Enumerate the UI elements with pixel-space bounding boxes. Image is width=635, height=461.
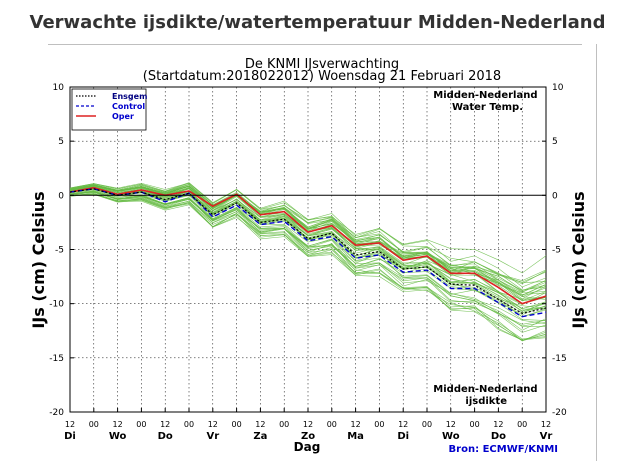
ensemble-member-line [69, 192, 547, 333]
x-tick-hour-label: 12 [65, 420, 75, 429]
legend-label-oper: Oper [112, 112, 134, 121]
x-tick-hour-label: 12 [446, 420, 456, 429]
legend-label-control: Control [112, 102, 145, 111]
y-tick-label-right: -20 [552, 408, 567, 418]
x-tick-hour-label: 00 [184, 420, 194, 429]
x-tick-day-label: Vr [206, 431, 219, 442]
y-tick-label-left: 5 [58, 137, 64, 147]
legend-label-ensgem: Ensgem [112, 92, 147, 101]
y-tick-label-left: -15 [49, 354, 64, 364]
annotation-ice-line2: ijsdikte [465, 396, 507, 407]
annotation-water-location: Midden-Nederland Water Temp. [433, 90, 541, 113]
x-tick-day-label: Di [64, 431, 76, 442]
x-tick-hour-label: 12 [351, 420, 361, 429]
ensemble-member-line [69, 190, 547, 331]
x-tick-day-label: Wo [109, 431, 127, 442]
x-tick-day-label: Zo [301, 431, 315, 442]
ensemble-member-line [69, 185, 547, 300]
y-tick-label-left: 0 [58, 191, 64, 201]
x-tick-hour-label: 00 [517, 420, 527, 429]
x-tick-hour-label: 00 [89, 420, 99, 429]
series-line-oper [69, 186, 547, 305]
x-tick-day-label: Ma [347, 431, 364, 442]
ensemble-member-line [69, 194, 547, 341]
series-line-ensgem [69, 188, 547, 315]
ensemble-member-line [69, 189, 547, 321]
x-tick-hour-label: 12 [255, 420, 265, 429]
x-tick-hour-label: 12 [493, 420, 503, 429]
y-tick-label-left: -5 [55, 246, 64, 256]
x-tick-hour-label: 00 [136, 420, 146, 429]
x-tick-hour-label: 12 [398, 420, 408, 429]
y-tick-label-left: -20 [49, 408, 64, 418]
page-edge-line [596, 44, 597, 461]
x-tick-hour-label: 00 [327, 420, 337, 429]
annotation-ice-line1: Midden-Nederland [433, 384, 537, 395]
y-tick-label-right: -10 [552, 300, 567, 310]
ensemble-member-line [69, 182, 547, 288]
x-tick-day-label: Do [158, 431, 173, 442]
x-tick-hour-label: 00 [232, 420, 242, 429]
x-tick-day-label: Di [397, 431, 409, 442]
x-tick-day-label: Wo [442, 431, 460, 442]
annotation-water-line2: Water Temp. [452, 102, 523, 113]
annotation-ice-location: Midden-Nederland ijsdikte [433, 384, 541, 407]
x-axis-label: Dag [294, 440, 321, 454]
x-tick-hour-label: 12 [113, 420, 123, 429]
ensemble-member-line [69, 184, 547, 295]
chart-title: De KNMI IJsverwachting [245, 57, 399, 72]
x-tick-day-label: Za [253, 431, 267, 442]
page-title: Verwachte ijsdikte/watertemperatuur Midd… [29, 12, 606, 33]
legend-box [71, 88, 147, 131]
ensemble-member-line [69, 193, 547, 341]
x-tick-hour-label: 00 [279, 420, 289, 429]
x-tick-hour-label: 00 [470, 420, 480, 429]
x-tick-hour-label: 00 [422, 420, 432, 429]
x-tick-day-label: Do [491, 431, 506, 442]
x-ticks: 12 00 12 00 12 00 12 00 12 00 12 00 12 00 12 00 12 00 12 00… [64, 408, 552, 442]
y-tick-label-right: 10 [552, 83, 564, 93]
title-underline [48, 44, 582, 45]
ensemble-member-line [69, 187, 547, 312]
y-axis-label-left: IJs (cm) Celsius [29, 191, 48, 328]
y-tick-label-right: -15 [552, 354, 567, 364]
ensemble-member-line [69, 184, 547, 291]
y-tick-label-right: -5 [552, 246, 561, 256]
ensemble-member-line [69, 191, 547, 283]
y-ticks: 10 10 5 5 0 0 -5 -5 -10 -10 -15 -15 -20 -20 [49, 83, 567, 418]
x-tick-day-label: Vr [540, 431, 553, 442]
x-tick-hour-label: 12 [541, 420, 551, 429]
y-tick-label-right: 0 [552, 191, 558, 201]
x-tick-hour-label: 12 [160, 420, 170, 429]
x-tick-hour-label: 12 [303, 420, 313, 429]
ensemble-member-line [69, 187, 547, 313]
ensemble-member-line [69, 182, 547, 283]
x-tick-hour-label: 00 [374, 420, 384, 429]
y-axis-label-right: IJs (cm) Celsius [569, 191, 588, 328]
chart-subtitle: (Startdatum:2018022012) Woensdag 21 Febr… [143, 69, 501, 84]
x-tick-hour-label: 12 [208, 420, 218, 429]
ensemble-member-line [69, 191, 547, 327]
ensemble-member-line [69, 184, 547, 291]
annotation-water-line1: Midden-Nederland [433, 90, 537, 101]
y-tick-label-left: -10 [49, 300, 64, 310]
y-tick-label-right: 5 [552, 137, 558, 147]
y-tick-label-left: 10 [53, 83, 65, 93]
ensemble-member-line [69, 186, 547, 302]
source-credit: Bron: ECMWF/KNMI [449, 444, 558, 455]
